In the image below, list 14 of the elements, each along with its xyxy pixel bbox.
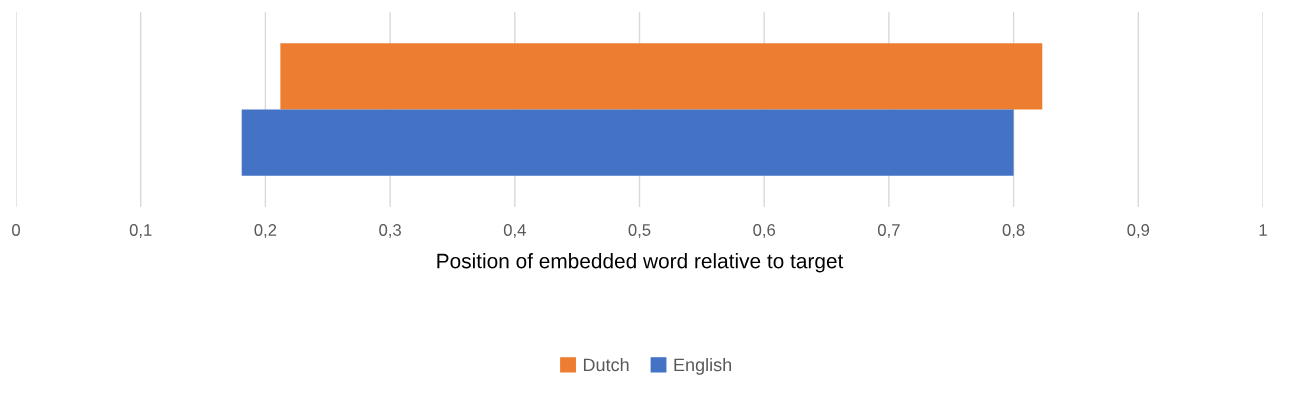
x-tick-label: 0,1 <box>129 224 152 238</box>
x-tick-label: 0,2 <box>254 224 277 238</box>
x-tick-label: 0,9 <box>1127 224 1150 238</box>
x-tick-label: 0,4 <box>503 224 526 238</box>
x-tick-label: 0,6 <box>753 224 776 238</box>
legend-label: Dutch <box>583 357 629 372</box>
x-axis-title: Position of embedded word relative to target <box>437 253 844 273</box>
x-tick-label: 0 <box>12 224 20 236</box>
x-tick-label: 0,5 <box>628 224 651 238</box>
x-tick-label: 0,7 <box>877 224 900 238</box>
x-tick-label: 0,3 <box>379 224 401 238</box>
legend-label: English <box>674 357 732 375</box>
x-tick-label: 1 <box>1259 224 1267 236</box>
x-tick-label: 0,8 <box>1002 224 1025 238</box>
